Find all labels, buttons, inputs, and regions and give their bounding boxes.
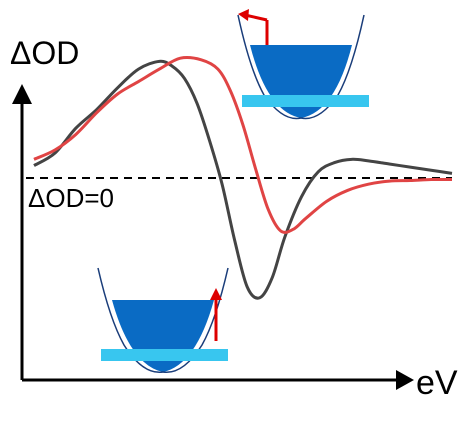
arrow-left-shaft <box>244 13 268 22</box>
zero-line-label: ΔOD=0 <box>28 183 114 213</box>
band-bar <box>242 95 369 107</box>
well-outline <box>97 267 229 373</box>
arrow-left-head <box>238 9 249 21</box>
x-axis-label: eV <box>416 364 458 402</box>
inset-top-right <box>237 9 369 120</box>
x-axis-arrowhead <box>396 370 414 390</box>
arrow-up-head <box>210 288 222 300</box>
series-line-2 <box>33 56 453 234</box>
well-outline <box>237 14 365 120</box>
well-fill <box>112 300 214 372</box>
series-line-1 <box>33 59 453 300</box>
inset-bottom-left <box>97 267 229 373</box>
y-axis-label: ΔOD <box>10 35 79 71</box>
y-axis-arrowhead <box>12 84 32 104</box>
band-bar <box>101 349 228 361</box>
well-fill <box>250 45 352 118</box>
series-layer <box>33 56 453 300</box>
